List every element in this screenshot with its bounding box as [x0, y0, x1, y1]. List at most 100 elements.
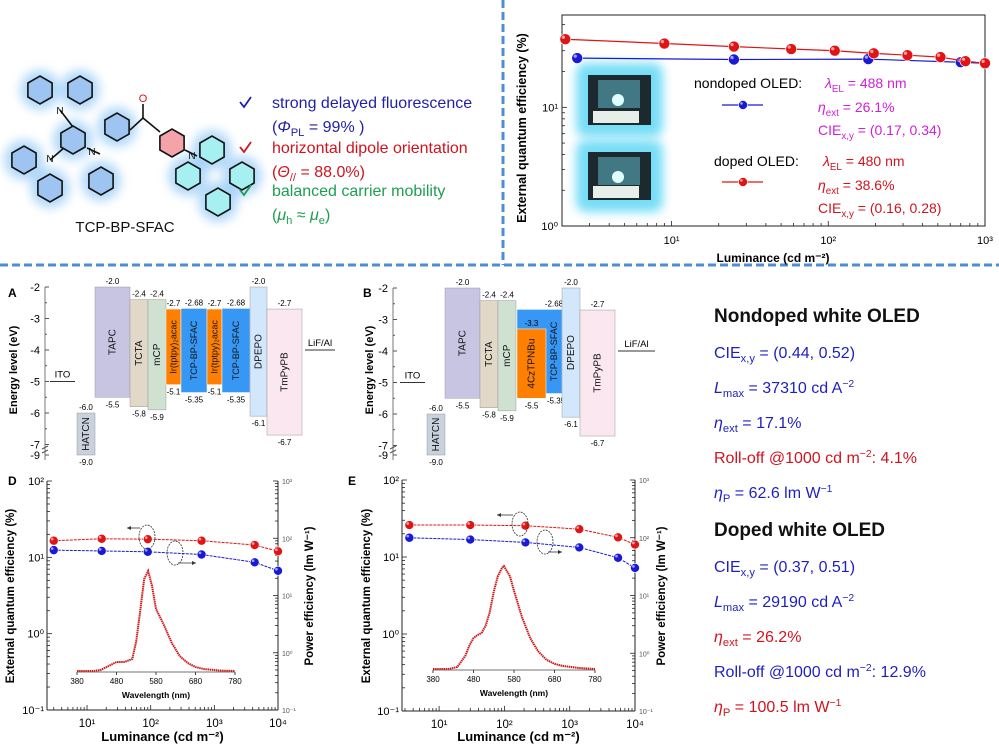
subscript: ext [826, 108, 839, 119]
electrode-label: ITO [55, 370, 71, 381]
arrowhead-icon [558, 550, 562, 554]
text-segment: L [714, 380, 723, 397]
eqe-luminance-chart: 10¹ 10² 10³ 10⁰ 10¹ Luminance (cd m⁻²) Externa… [515, 14, 993, 265]
data-point [613, 552, 623, 563]
y-tick-label: -3 [30, 314, 40, 326]
carbazole-ring [27, 75, 53, 105]
check-icon [239, 141, 252, 154]
layer-name: Ir(tptpy)₂acac [210, 320, 220, 374]
layer-bar [497, 300, 517, 412]
summary-metric: ηP = 62.6 lm W−1 [714, 484, 833, 505]
homo-label: -6.1 [564, 420, 578, 429]
lumo-label: -6.0 [429, 404, 443, 413]
data-point-highlight [660, 39, 665, 44]
y-tick-label: -9 [30, 450, 40, 462]
x-axis-label: Luminance (cd m⁻²) [716, 251, 829, 265]
layer-name: TmPyPB [593, 353, 604, 393]
data-point-highlight [50, 537, 54, 541]
panel-label: E [348, 474, 356, 488]
layer-bar [426, 413, 446, 456]
y-tick-label: 10² [383, 475, 399, 487]
bond [184, 149, 198, 157]
series-line [565, 38, 986, 64]
inset-x-tick-label: 480 [467, 675, 481, 684]
chart-E: E 10¹ 10² 10³ 10⁴ 10⁻¹ 10⁰ 10¹ 10² 10⁻¹ 10⁰ 10¹ 10² 1… [348, 474, 668, 744]
x-axis-label: Luminance (cd m⁻²) [101, 729, 223, 744]
y-tick-label: -6 [378, 409, 388, 421]
device-emission [612, 171, 624, 183]
data-point [867, 47, 880, 60]
text-segment: λ [824, 75, 832, 91]
lumo-label: -2.4 [132, 290, 146, 299]
homo-label: -9.0 [79, 458, 93, 467]
subscript: max [723, 602, 745, 614]
text-segment: CIE [818, 200, 841, 216]
text-segment: CIE [714, 345, 741, 362]
legend-annotation: ηext = 38.6% [818, 177, 895, 197]
data-point-highlight [522, 539, 526, 543]
homo-label: -9.0 [429, 458, 443, 467]
text-segment: λ [822, 153, 830, 169]
y-axis-label: External quantum efficiency (%) [515, 33, 529, 223]
lumo-label: -2.4 [482, 291, 496, 300]
data-point-highlight [275, 548, 278, 552]
right-tick-label: 10⁰ [639, 650, 650, 658]
carbazole-ring [104, 112, 130, 142]
data-point [828, 44, 841, 57]
data-point [574, 542, 585, 553]
data-point [273, 566, 283, 576]
text-segment: = 480 nm [842, 153, 905, 169]
x-tick-label: 10¹ [431, 719, 448, 731]
homo-label: -5.5 [525, 401, 539, 410]
data-point [465, 534, 476, 545]
data-point [196, 535, 207, 546]
text-segment: = 38.6% [839, 177, 895, 193]
data-point-highlight [198, 551, 202, 555]
layer-name: TCTA [134, 340, 145, 366]
homo-label: -5.8 [482, 411, 496, 420]
layer-bar [180, 308, 208, 393]
subscript: x,y [841, 131, 854, 142]
text-segment: = 29190 cd A [744, 594, 843, 611]
acridine-ring [229, 161, 255, 191]
inset-x-tick-label: 780 [588, 675, 602, 684]
y-tick-label: 10² [28, 476, 44, 488]
data-point-highlight [198, 537, 202, 541]
layer-name: TAPC [108, 329, 119, 355]
text-segment: = 26.2% [738, 629, 802, 646]
inset-x-tick-label: 380 [70, 677, 84, 686]
legend-label: nondoped OLED: [694, 75, 802, 91]
energy-diagram-A: A Energy level (eV) -2 -3 -4 -5 -6 -7-9 -6.0 -9.0… [8, 277, 335, 467]
superscript: −1 [830, 698, 842, 709]
subscript: ext [826, 186, 839, 197]
y-tick-label: 10⁰ [382, 629, 399, 641]
arrowhead-icon [497, 513, 501, 517]
data-point [465, 520, 476, 530]
text-segment: CIE [818, 122, 841, 138]
homo-label: -5.5 [456, 401, 470, 410]
axis-indicator-ellipse [511, 511, 529, 537]
layer-name: mCP [152, 343, 163, 366]
data-point [613, 532, 623, 543]
subscript: h [286, 215, 292, 227]
right-y-axis-label: Power efficiency (lm W⁻¹) [304, 526, 316, 665]
benzoyl-ring [159, 128, 185, 158]
homo-label: -5.5 [106, 400, 120, 409]
right-y-axis-label: Power efficiency (lm W⁻¹) [656, 526, 668, 665]
subscript: x,y [841, 209, 854, 220]
feature-detail: (ΦPL = 99% ) [272, 119, 364, 139]
series-line [577, 57, 986, 64]
y-axis-label: Energy level (eV) [8, 325, 20, 414]
legend-annotation: CIEx,y = (0.17, 0.34) [818, 122, 941, 142]
bond [129, 117, 144, 131]
feature-detail: (μh ≈ μe) [272, 207, 330, 227]
lumo-label: -2.68 [227, 298, 246, 307]
y-tick-label: 10⁻¹ [22, 705, 44, 717]
x-tick-label: 10³ [206, 718, 223, 730]
data-point [404, 520, 415, 530]
acridine-ring [199, 135, 225, 165]
y-axis-label: External quantum efficiency (%) [5, 509, 17, 684]
feature-detail: (Θ// = 88.0%) [272, 164, 365, 184]
